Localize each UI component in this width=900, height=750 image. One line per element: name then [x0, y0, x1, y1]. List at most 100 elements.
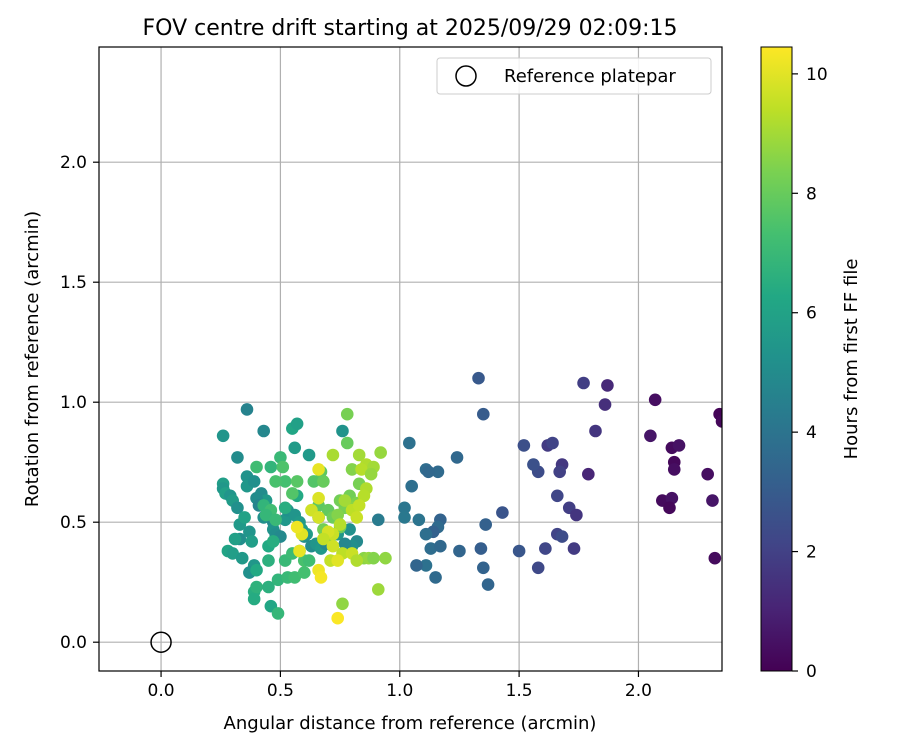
scatter-point — [398, 501, 411, 515]
colorbar-tick-label: 6 — [806, 304, 817, 324]
scatter-point — [288, 571, 302, 584]
scatter-point — [424, 542, 438, 555]
scatter-point — [216, 429, 230, 443]
scatter-point — [333, 518, 347, 531]
scatter-point — [247, 475, 261, 488]
scatter-point — [715, 415, 722, 428]
scatter-point — [297, 566, 311, 579]
scatter-point — [350, 554, 364, 567]
x-tick-label: 0.0 — [148, 681, 175, 701]
scatter-point — [290, 475, 304, 488]
scatter-point — [238, 511, 251, 524]
scatter-point — [667, 463, 681, 476]
data-points — [216, 371, 722, 625]
scatter-point — [293, 544, 306, 558]
scatter-point — [340, 407, 354, 421]
colorbar: 0 2 4 6 8 10 Hours from first FF file — [760, 46, 862, 682]
y-tick-label: 0.0 — [60, 633, 87, 653]
scatter-point — [226, 547, 239, 560]
scatter-point — [276, 460, 290, 474]
scatter-point — [231, 501, 244, 515]
scatter-point — [352, 499, 366, 512]
scatter-point — [331, 611, 344, 625]
scatter-point — [271, 573, 285, 587]
axis-ticks: 0.0 0.5 1.0 1.5 2.0 0.0 0.5 1.0 1.5 2.0 — [60, 153, 652, 701]
scatter-point — [264, 460, 278, 474]
scatter-point — [453, 544, 466, 558]
scatter-point — [527, 458, 540, 471]
scatter-point — [364, 467, 378, 481]
scatter-point — [312, 491, 325, 505]
scatter-point — [419, 559, 433, 572]
colorbar-ticks: 0 2 4 6 8 10 — [792, 65, 828, 682]
scatter-point — [274, 451, 287, 464]
scatter-point — [708, 551, 722, 565]
scatter-point — [336, 424, 349, 438]
scatter-point — [477, 407, 490, 421]
scatter-point — [235, 551, 249, 565]
axes-frame — [98, 46, 723, 672]
scatter-point — [314, 571, 328, 584]
scatter-point — [262, 580, 275, 594]
scatter-point — [326, 448, 340, 462]
scatter-point — [312, 511, 325, 524]
scatter-point — [644, 429, 657, 443]
legend-label: Reference platepar — [504, 66, 676, 87]
colorbar-tick-label: 8 — [806, 184, 817, 204]
scatter-point — [290, 520, 304, 534]
scatter-point — [302, 554, 316, 567]
scatter-point — [374, 446, 387, 459]
scatter-point — [245, 535, 259, 548]
scatter-point — [278, 513, 292, 527]
scatter-point — [398, 511, 411, 524]
colorbar-tick-label: 2 — [806, 543, 817, 563]
x-axis-label: Angular distance from reference (arcmin) — [224, 713, 597, 734]
scatter-point — [231, 451, 244, 464]
legend-marker-circle — [455, 65, 477, 87]
colorbar-tick-label: 0 — [806, 662, 817, 682]
scatter-point — [336, 597, 349, 611]
scatter-point — [271, 607, 285, 620]
scatter-point — [250, 563, 263, 577]
scatter-point — [340, 436, 354, 450]
scatter-point — [601, 379, 614, 392]
scatter-point — [472, 371, 485, 385]
scatter-point — [550, 489, 564, 503]
scatter-point — [326, 539, 340, 553]
scatter-point — [286, 487, 299, 500]
scatter-point — [598, 398, 612, 411]
scatter-point — [307, 475, 321, 488]
y-tick-label: 1.0 — [60, 393, 87, 413]
colorbar-tick-label: 4 — [806, 423, 817, 443]
scatter-point — [312, 463, 325, 476]
chart-title: FOV centre drift starting at 2025/09/29 … — [143, 16, 678, 41]
scatter-point — [553, 465, 566, 479]
scatter-point — [474, 542, 488, 555]
scatter-point — [431, 465, 445, 479]
scatter-point — [278, 501, 292, 515]
scatter-point — [262, 554, 275, 567]
scatter-point — [355, 463, 368, 476]
scatter-point — [331, 554, 344, 567]
legend-box — [436, 57, 712, 95]
scatter-point — [317, 475, 330, 488]
scatter-point — [357, 489, 371, 503]
scatter-point — [371, 583, 385, 596]
scatter-point — [345, 463, 359, 476]
scatter-point — [269, 513, 282, 527]
x-tick-label: 1.5 — [506, 681, 533, 701]
scatter-point — [331, 508, 344, 522]
scatter-point — [338, 494, 352, 507]
scatter-point — [546, 436, 559, 450]
scatter-point — [539, 542, 552, 555]
y-tick-label: 1.5 — [60, 273, 87, 293]
scatter-point — [250, 580, 263, 594]
scatter-point — [269, 475, 282, 488]
reference-layer — [150, 631, 172, 653]
scatter-point — [405, 479, 418, 493]
scatter-point — [317, 532, 330, 546]
scatter-point — [422, 465, 435, 479]
scatter-point — [672, 439, 686, 452]
reference-platepar-point — [150, 631, 172, 653]
